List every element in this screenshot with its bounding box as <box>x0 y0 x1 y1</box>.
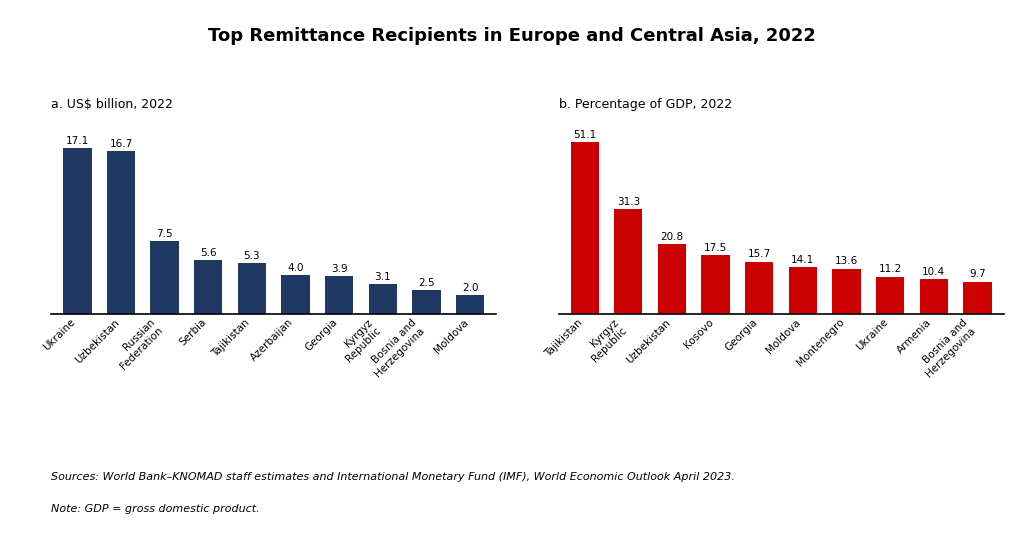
Bar <box>369 284 397 314</box>
Bar <box>282 275 309 314</box>
Bar <box>657 244 686 314</box>
Text: a. US$ billion, 2022: a. US$ billion, 2022 <box>51 98 173 111</box>
Bar <box>920 279 948 314</box>
Text: 20.8: 20.8 <box>660 232 683 242</box>
Text: 5.6: 5.6 <box>200 248 216 258</box>
Text: 11.2: 11.2 <box>879 264 902 274</box>
Bar <box>745 262 773 314</box>
Bar <box>456 295 484 314</box>
Text: Top Remittance Recipients in Europe and Central Asia, 2022: Top Remittance Recipients in Europe and … <box>208 27 816 45</box>
Text: 13.6: 13.6 <box>835 256 858 266</box>
Bar <box>325 276 353 314</box>
Bar <box>151 241 179 314</box>
Text: Note: GDP = gross domestic product.: Note: GDP = gross domestic product. <box>51 504 260 514</box>
Bar <box>788 267 817 314</box>
Bar <box>413 290 440 314</box>
Text: 17.1: 17.1 <box>66 136 89 146</box>
Text: 3.1: 3.1 <box>375 272 391 282</box>
Text: 3.9: 3.9 <box>331 264 347 274</box>
Text: 2.0: 2.0 <box>462 283 478 293</box>
Bar <box>876 276 904 314</box>
Text: 31.3: 31.3 <box>616 197 640 207</box>
Bar <box>614 209 642 314</box>
Bar <box>106 151 135 314</box>
Text: 51.1: 51.1 <box>573 130 596 140</box>
Bar <box>63 147 91 314</box>
Bar <box>701 255 730 314</box>
Bar <box>570 143 599 314</box>
Text: 2.5: 2.5 <box>418 278 435 288</box>
Text: Sources: World Bank–KNOMAD staff estimates and International Monetary Fund (IMF): Sources: World Bank–KNOMAD staff estimat… <box>51 472 735 481</box>
Text: 7.5: 7.5 <box>157 229 173 239</box>
Text: 16.7: 16.7 <box>110 139 133 150</box>
Bar <box>964 282 991 314</box>
Bar <box>195 260 222 314</box>
Bar <box>833 269 860 314</box>
Text: 9.7: 9.7 <box>969 269 986 279</box>
Text: 17.5: 17.5 <box>703 243 727 253</box>
Bar <box>238 263 266 314</box>
Text: 10.4: 10.4 <box>923 267 945 277</box>
Text: 5.3: 5.3 <box>244 251 260 261</box>
Text: b. Percentage of GDP, 2022: b. Percentage of GDP, 2022 <box>558 98 731 111</box>
Text: 14.1: 14.1 <box>792 255 814 264</box>
Text: 15.7: 15.7 <box>748 249 771 259</box>
Text: 4.0: 4.0 <box>288 263 304 273</box>
